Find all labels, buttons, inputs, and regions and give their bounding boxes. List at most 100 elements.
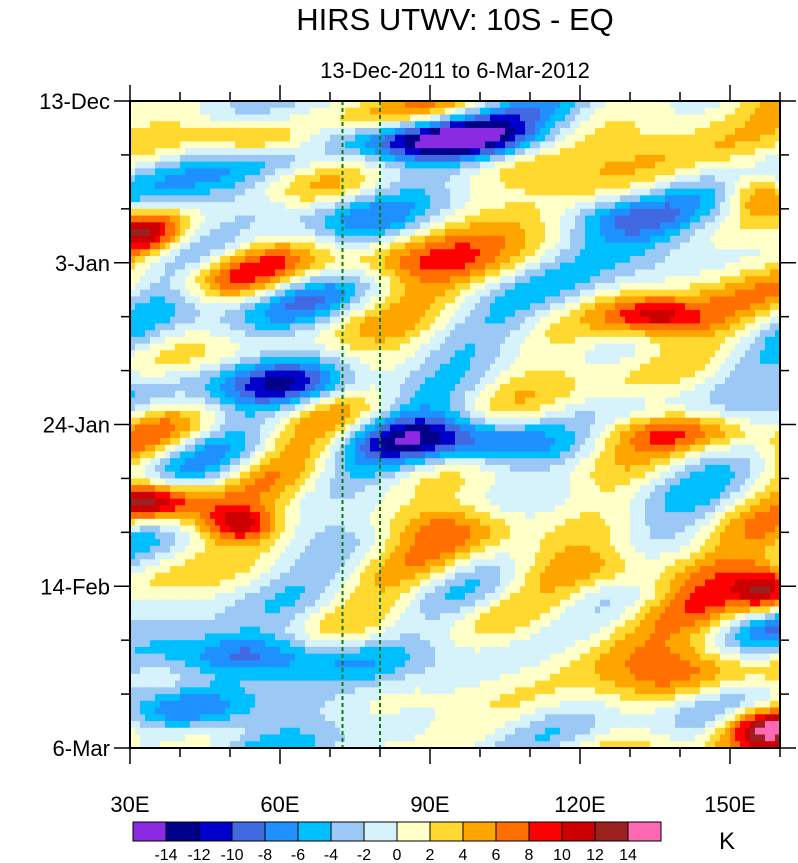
field-cell [520,296,526,304]
field-cell [305,235,311,244]
field-cell [695,289,701,298]
field-cell [160,235,166,244]
field-cell [425,330,431,338]
field-cell [500,222,506,230]
field-cell [590,249,596,257]
field-cell [185,343,191,351]
field-cell [325,282,331,291]
field-cell [545,256,551,264]
field-cell [205,249,211,257]
field-cell [235,215,241,223]
field-cell [710,134,716,143]
field-cell [360,188,366,196]
field-cell [505,215,511,223]
field-cell [755,114,761,122]
field-cell [620,350,626,358]
field-cell [555,127,561,136]
field-cell [620,175,626,183]
field-cell [310,323,316,331]
field-cell [250,262,256,271]
field-cell [175,148,181,156]
field-cell [135,141,141,149]
field-cell [625,134,631,143]
field-cell [435,316,441,325]
field-cell [590,154,596,163]
field-cell [295,154,301,163]
field-cell [685,316,691,325]
field-cell [575,101,581,109]
field-cell [725,101,731,109]
field-cell [175,134,181,143]
field-cell [755,242,761,250]
field-cell [255,276,261,284]
field-cell [435,350,441,358]
field-cell [345,262,351,271]
field-cell [235,309,241,318]
field-cell [300,262,306,271]
field-cell [670,141,676,149]
field-cell [775,330,780,338]
field-cell [600,127,606,136]
field-cell [425,134,431,143]
field-cell [150,249,156,257]
field-cell [250,215,256,223]
field-cell [190,316,196,325]
field-cell [355,168,361,176]
field-cell [545,296,551,304]
field-cell [740,222,746,230]
field-cell [675,242,681,250]
field-cell [740,101,746,109]
field-cell [150,208,156,217]
field-cell [540,350,546,358]
field-cell [630,330,636,338]
field-cell [495,107,501,116]
field-cell [365,168,371,176]
field-cell [690,296,696,304]
field-cell [660,289,666,298]
field-cell [735,229,741,237]
field-cell [190,107,196,116]
field-cell [260,296,266,304]
field-cell [470,188,476,196]
field-cell [720,256,726,264]
field-cell [445,188,451,196]
field-cell [505,336,511,345]
field-cell [380,208,386,217]
field-cell [355,330,361,338]
field-cell [205,235,211,244]
field-cell [565,148,571,156]
field-cell [540,168,546,176]
field-cell [290,289,296,298]
field-cell [385,175,391,183]
field-cell [410,276,416,284]
field-cell [370,127,376,136]
field-cell [395,282,401,291]
field-cell [660,296,666,304]
field-cell [130,343,136,351]
field-cell [725,161,731,169]
field-cell [290,350,296,358]
field-cell [445,242,451,250]
field-cell [490,303,496,311]
field-cell [255,202,261,210]
field-cell [555,101,561,109]
field-cell [295,168,301,176]
field-cell [690,323,696,331]
field-cell [390,107,396,116]
field-cell [420,188,426,196]
field-cell [720,309,726,318]
field-cell [580,336,586,345]
field-cell [575,289,581,298]
field-cell [710,154,716,163]
field-cell [635,316,641,325]
field-cell [705,289,711,298]
field-cell [625,256,631,264]
field-cell [665,101,671,109]
field-cell [605,350,611,358]
field-cell [425,235,431,244]
field-cell [660,343,666,351]
field-cell [280,357,286,365]
field-cell [495,101,501,109]
field-cell [360,181,366,190]
field-cell [210,222,216,230]
